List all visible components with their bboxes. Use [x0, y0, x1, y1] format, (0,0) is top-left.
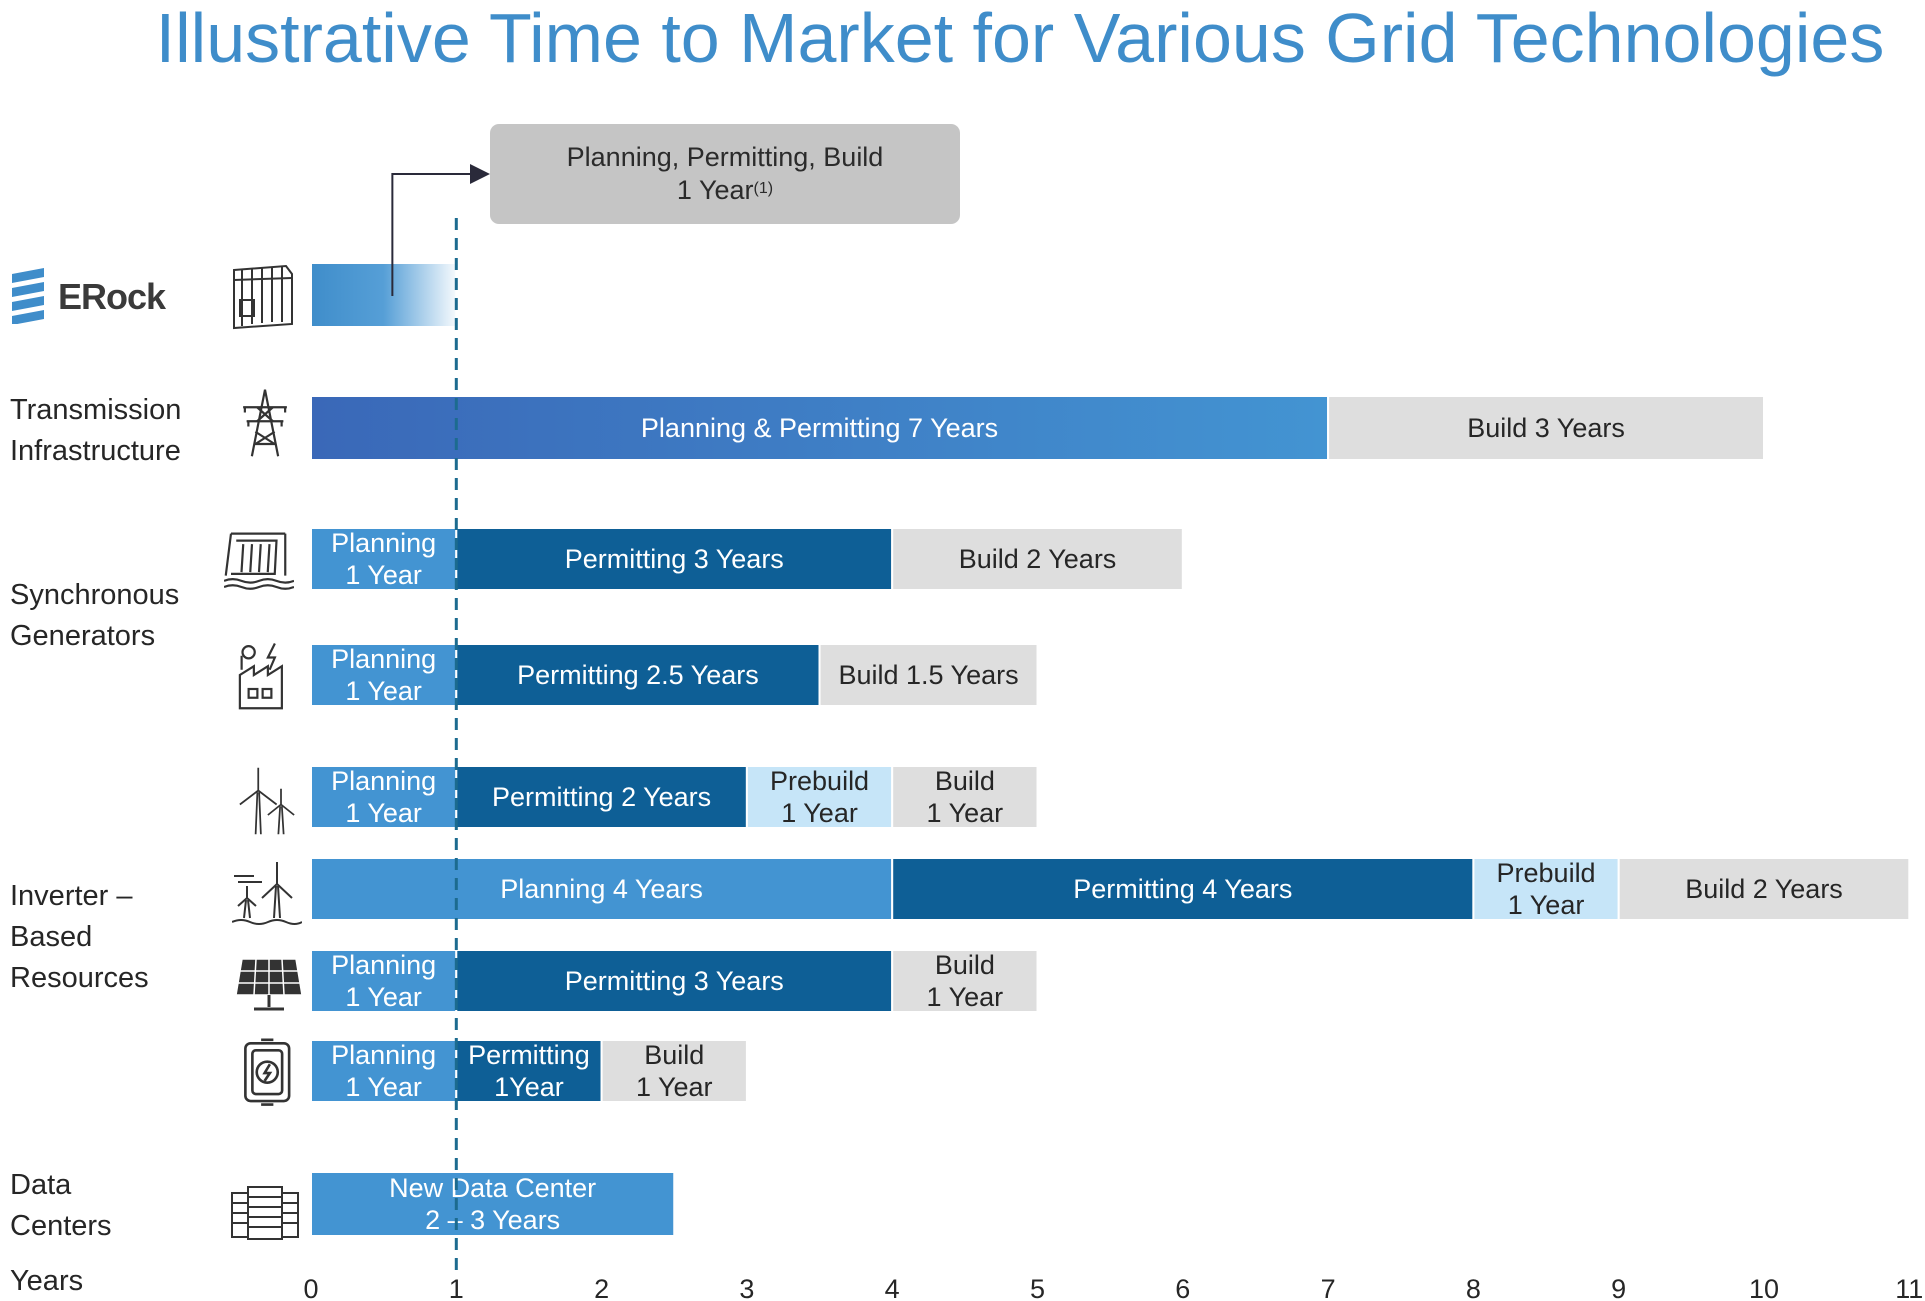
bar-permitting-row7-seg1 — [455, 1039, 603, 1103]
callout-line1: Planning, Permitting, Build — [566, 142, 884, 172]
bar-label-row1-seg1: Build 3 Years — [1467, 413, 1625, 443]
bar-erock-row0-seg0 — [310, 262, 458, 328]
bar-label-row5-seg3: Build 2 Years — [1685, 874, 1843, 904]
x-tick-label-11: 11 — [1895, 1274, 1923, 1301]
bar-label-row7-seg0: Planning 1 Year — [331, 1040, 436, 1102]
factory-icon — [238, 643, 283, 710]
callout-arrowhead — [470, 164, 490, 184]
battery-icon — [244, 1038, 291, 1106]
bar-label-row3-seg1: Permitting 2.5 Years — [517, 660, 759, 690]
bar-label-row7-seg1: Permitting 1Year — [468, 1040, 590, 1102]
bar-planning-row6-seg0 — [310, 949, 458, 1013]
category-inverter-based-resources: Inverter – Based Resources — [10, 880, 149, 994]
bar-planning-row2-seg0 — [310, 527, 458, 591]
x-axis: 0 1 2 3 4 5 6 7 8 9 10 11 — [303, 1274, 1923, 1301]
callout-box: Planning, Permitting, Build 1 Year(1) — [490, 124, 960, 224]
server-rack-icon — [231, 1186, 299, 1240]
callout-line2: 1 Year — [676, 175, 754, 205]
bars-layer: Planning & Permitting 7 Years Build 3 Yea… — [310, 262, 1911, 1237]
transmission-tower-icon — [243, 389, 287, 457]
bar-build-row7-seg2 — [600, 1039, 748, 1103]
x-tick-label-5: 5 — [1030, 1274, 1045, 1301]
bar-label-row2-seg1: Permitting 3 Years — [565, 544, 784, 574]
x-tick-label-6: 6 — [1175, 1274, 1190, 1301]
bar-build-row1-seg1 — [1327, 395, 1765, 461]
offshore-wind-icon — [232, 862, 302, 925]
bar-prebuild-row4-seg2 — [745, 765, 894, 829]
bar-build-row3-seg2 — [818, 643, 1039, 707]
category-synchronous-generators: Synchronous Generators — [10, 579, 180, 652]
hydro-dam-icon — [224, 532, 294, 590]
bar-build-row4-seg3 — [891, 765, 1039, 829]
callout-footnote: (1) — [753, 180, 774, 197]
bar-label-row4-seg1: Permitting 2 Years — [492, 782, 711, 812]
category-transmission: Transmission Infrastructure — [10, 394, 182, 467]
bar-label-row4-seg2: Prebuild 1 Year — [770, 766, 869, 828]
bar-label-row2-seg2: Build 2 Years — [959, 544, 1117, 574]
container-icon — [233, 264, 293, 330]
bar-planning-row3-seg0 — [310, 643, 458, 707]
bar-permitting-row6-seg1 — [455, 949, 894, 1013]
bar-data-center-row8-seg0 — [310, 1171, 676, 1237]
x-tick-label-4: 4 — [885, 1274, 900, 1301]
bar-prebuild-row5-seg2 — [1472, 857, 1620, 921]
bar-permitting-row4-seg1 — [455, 765, 748, 829]
chart-title: Illustrative Time to Market for Various … — [155, 0, 1885, 77]
bar-label-row4-seg0: Planning 1 Year — [331, 766, 436, 828]
bar-permitting-row5-seg1 — [891, 857, 1475, 921]
bar-label-row7-seg2: Build 1 Year — [636, 1040, 713, 1102]
bar-label-row6-seg2: Build 1 Year — [927, 950, 1004, 1012]
bar-planning-row7-seg0 — [310, 1039, 458, 1103]
bar-label-row8-seg0: New Data Center 2 – 3 Years — [389, 1173, 596, 1235]
erock-logo: ERock — [10, 268, 166, 328]
x-tick-label-0: 0 — [303, 1274, 318, 1301]
x-tick-label-10: 10 — [1749, 1274, 1779, 1301]
wind-turbine-icon — [239, 767, 295, 835]
bar-label-row3-seg2: Build 1.5 Years — [838, 660, 1018, 690]
bar-label-row3-seg0: Planning 1 Year — [331, 644, 436, 706]
x-tick-label-3: 3 — [739, 1274, 754, 1301]
x-tick-label-9: 9 — [1611, 1274, 1626, 1301]
bar-label-row5-seg2: Prebuild 1 Year — [1497, 858, 1596, 920]
x-tick-label-7: 7 — [1321, 1274, 1336, 1301]
bar-label-row5-seg0: Planning 4 Years — [500, 874, 703, 904]
bar-label-row5-seg1: Permitting 4 Years — [1073, 874, 1292, 904]
bar-label-row6-seg0: Planning 1 Year — [331, 950, 436, 1012]
bar-label-row4-seg3: Build 1 Year — [927, 766, 1004, 828]
x-tick-label-2: 2 — [594, 1274, 609, 1301]
category-data-centers: Data Centers — [10, 1169, 112, 1242]
x-tick-label-8: 8 — [1466, 1274, 1481, 1301]
bar-label-row1-seg0: Planning & Permitting 7 Years — [641, 413, 998, 443]
bar-planning-row5-seg0 — [310, 857, 894, 921]
solar-panel-icon — [235, 958, 303, 1011]
bar-label-row6-seg1: Permitting 3 Years — [565, 966, 784, 996]
erock-logo-text: ERock — [58, 276, 166, 317]
bar-build-row6-seg2 — [891, 949, 1039, 1013]
bar-permitting-row3-seg1 — [455, 643, 821, 707]
bar-planning-permitting-row1-seg0 — [310, 395, 1330, 461]
bar-permitting-row2-seg1 — [455, 527, 894, 591]
callout-connector-arrow — [391, 173, 470, 296]
bar-label-row2-seg0: Planning 1 Year — [331, 528, 436, 590]
erock-logo-icon — [12, 268, 44, 325]
bar-build-row2-seg2 — [891, 527, 1184, 591]
x-axis-label: Years — [10, 1265, 84, 1297]
bar-build-row5-seg3 — [1617, 857, 1911, 921]
x-tick-label-1: 1 — [449, 1274, 464, 1301]
